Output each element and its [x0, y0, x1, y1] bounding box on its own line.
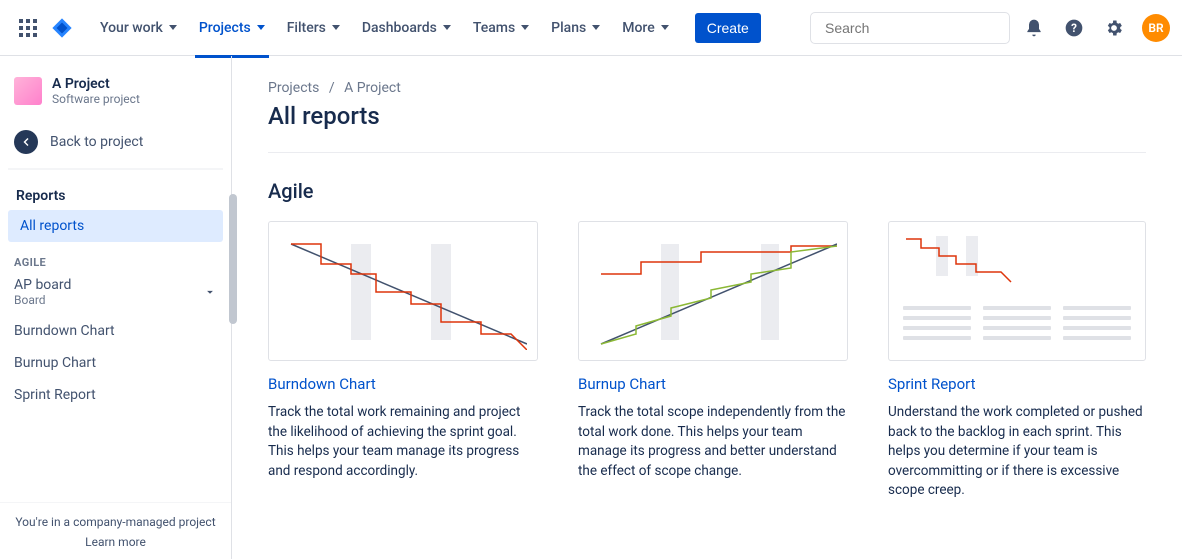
main-content: Projects / A Project All reports Agile B… — [232, 56, 1182, 559]
section-title: Agile — [268, 179, 1146, 203]
project-type: Software project — [52, 92, 140, 106]
search-input[interactable] — [825, 20, 1006, 36]
project-header: A Project Software project — [0, 76, 231, 120]
sidebar-reports-heading: Reports — [8, 182, 223, 210]
sidebar-footer: You're in a company-managed project Lear… — [0, 502, 231, 559]
sprint-report-thumbnail[interactable] — [888, 221, 1146, 361]
nav-more[interactable]: More — [612, 14, 679, 42]
sidebar-burnup[interactable]: Burnup Chart — [0, 347, 231, 379]
chevron-down-icon — [257, 25, 265, 30]
chevron-down-icon — [203, 285, 217, 299]
card-burndown: Burndown Chart Track the total work rema… — [268, 221, 538, 501]
settings-icon[interactable] — [1098, 12, 1130, 44]
scrollbar-thumb[interactable] — [229, 194, 237, 324]
sidebar-agile-label: AGILE — [0, 246, 231, 273]
sidebar-burndown[interactable]: Burndown Chart — [0, 315, 231, 347]
nav-teams[interactable]: Teams — [463, 14, 539, 42]
chevron-down-icon — [592, 25, 600, 30]
chevron-down-icon — [169, 25, 177, 30]
notifications-icon[interactable] — [1018, 12, 1050, 44]
user-avatar[interactable]: BR — [1142, 14, 1170, 42]
learn-more-link[interactable]: Learn more — [8, 535, 223, 549]
help-icon[interactable]: ? — [1058, 12, 1090, 44]
chevron-down-icon — [521, 25, 529, 30]
burndown-thumbnail[interactable] — [268, 221, 538, 361]
breadcrumb-projects[interactable]: Projects — [268, 80, 319, 96]
sidebar-all-reports[interactable]: All reports — [8, 210, 223, 242]
card-burnup: Burnup Chart Track the total scope indep… — [578, 221, 848, 501]
back-to-project[interactable]: Back to project — [0, 120, 231, 168]
nav-dashboards[interactable]: Dashboards — [352, 14, 461, 42]
nav-filters[interactable]: Filters — [277, 14, 350, 42]
chevron-down-icon — [443, 25, 451, 30]
sidebar-sprint-report[interactable]: Sprint Report — [0, 379, 231, 411]
burnup-thumbnail[interactable] — [578, 221, 848, 361]
card-desc: Track the total scope independently from… — [578, 403, 848, 481]
breadcrumb: Projects / A Project — [268, 80, 1146, 96]
jira-logo-icon[interactable] — [50, 16, 74, 40]
nav-plans[interactable]: Plans — [541, 14, 610, 42]
card-sprint-report: Sprint Report Understand the work comple… — [888, 221, 1146, 501]
breadcrumb-project[interactable]: A Project — [344, 80, 401, 96]
chevron-down-icon — [661, 25, 669, 30]
page-title: All reports — [268, 102, 1146, 130]
card-title[interactable]: Sprint Report — [888, 375, 1146, 393]
nav-projects[interactable]: Projects — [189, 14, 275, 42]
card-title[interactable]: Burnup Chart — [578, 375, 848, 393]
back-arrow-icon — [14, 130, 38, 154]
report-cards: Burndown Chart Track the total work rema… — [268, 221, 1146, 501]
project-icon — [14, 77, 42, 105]
project-name: A Project — [52, 76, 140, 92]
sidebar-board-selector[interactable]: AP board Board — [0, 273, 231, 315]
app-switcher-icon[interactable] — [12, 12, 44, 44]
topbar: Your work Projects Filters Dashboards Te… — [0, 0, 1182, 56]
svg-text:?: ? — [1071, 21, 1077, 35]
create-button[interactable]: Create — [695, 13, 761, 43]
card-desc: Track the total work remaining and proje… — [268, 403, 538, 481]
chevron-down-icon — [332, 25, 340, 30]
sidebar: A Project Software project Back to proje… — [0, 56, 232, 559]
search-box[interactable] — [810, 12, 1010, 44]
card-desc: Understand the work completed or pushed … — [888, 403, 1146, 501]
primary-nav: Your work Projects Filters Dashboards Te… — [90, 14, 679, 42]
card-title[interactable]: Burndown Chart — [268, 375, 538, 393]
nav-your-work[interactable]: Your work — [90, 14, 187, 42]
